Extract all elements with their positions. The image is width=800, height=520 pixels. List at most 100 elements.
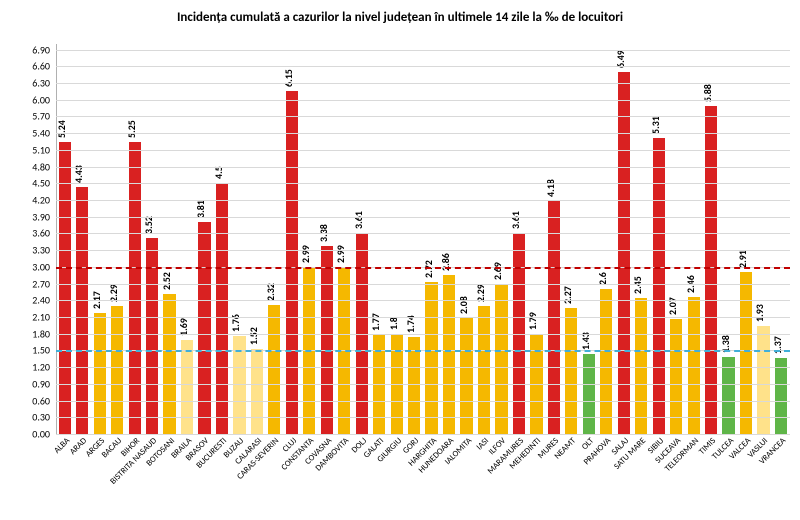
gridline <box>56 150 790 151</box>
y-tick-label: 0.90 <box>32 377 56 390</box>
gridline <box>56 167 790 168</box>
gridline <box>56 50 790 51</box>
gridline <box>56 100 790 101</box>
gridline <box>56 417 790 418</box>
bar-slot: 1.74 <box>405 44 422 434</box>
incidence-bar-chart: Incidența cumulată a cazurilor la nivel … <box>0 0 800 520</box>
bar-value-label: 5.24 <box>55 120 68 138</box>
bar-value-label: 2.52 <box>160 272 173 290</box>
y-tick-label: 3.30 <box>32 244 56 257</box>
y-tick-label: 2.10 <box>32 311 56 324</box>
y-tick-label: 6.90 <box>32 43 56 56</box>
bar-slot: 2.45 <box>632 44 649 434</box>
gridline <box>56 133 790 134</box>
bar-slot: 2.52 <box>161 44 178 434</box>
gridline <box>56 367 790 368</box>
gridline <box>56 200 790 201</box>
bar-value-label: 2.32 <box>264 283 277 301</box>
gridline <box>56 334 790 335</box>
y-tick-label: 4.20 <box>32 194 56 207</box>
threshold-line <box>56 350 790 352</box>
bar: 6.15 <box>286 91 298 434</box>
y-tick-label: 4.80 <box>32 160 56 173</box>
bar-slot: 2.29 <box>108 44 125 434</box>
y-tick-label: 0.00 <box>32 428 56 441</box>
bar: 1.37 <box>775 358 787 434</box>
bar-slot: 6.49 <box>615 44 632 434</box>
bar-slot: 2.72 <box>423 44 440 434</box>
bar-value-label: 3.52 <box>142 216 155 234</box>
gridline <box>56 401 790 402</box>
bar: 2.32 <box>268 305 280 434</box>
bar: 2.91 <box>740 272 752 434</box>
bar-value-label: 5.25 <box>125 120 138 138</box>
bar: 2.52 <box>163 294 175 434</box>
bar-value-label: 4.43 <box>72 165 85 183</box>
bar-value-label: 2.99 <box>299 246 312 264</box>
bar: 5.88 <box>705 106 717 434</box>
bar-slot: 5.24 <box>56 44 73 434</box>
bar-slot: 2.99 <box>336 44 353 434</box>
bar: 2.27 <box>565 308 577 434</box>
plot-area: 5.244.432.172.295.253.522.521.693.814.51… <box>56 44 790 434</box>
bar-slot: 1.37 <box>772 44 789 434</box>
gridline <box>56 217 790 218</box>
bar-slot: 5.31 <box>650 44 667 434</box>
y-tick-label: 3.90 <box>32 210 56 223</box>
bar-slot: 4.5 <box>213 44 230 434</box>
bar-value-label: 3.61 <box>352 211 365 229</box>
y-tick-label: 1.20 <box>32 361 56 374</box>
bar: 2.29 <box>478 306 490 434</box>
gridline <box>56 300 790 301</box>
bar-slot: 2.07 <box>667 44 684 434</box>
bar: 6.49 <box>618 72 630 434</box>
gridline <box>56 183 790 184</box>
bar: 5.24 <box>59 142 71 434</box>
bar-slot: 3.38 <box>318 44 335 434</box>
bar-value-label: 5.31 <box>649 116 662 134</box>
bar-slot: 2.91 <box>737 44 754 434</box>
y-tick-label: 5.40 <box>32 127 56 140</box>
bar-slot: 2.08 <box>458 44 475 434</box>
x-label-slot: NEAMT <box>563 436 580 516</box>
gridline <box>56 233 790 234</box>
bar-slot: 5.88 <box>702 44 719 434</box>
y-tick-label: 5.10 <box>32 143 56 156</box>
y-tick-label: 6.30 <box>32 77 56 90</box>
bar-value-label: 3.81 <box>194 200 207 218</box>
x-label-slot: IALOMITA <box>458 436 475 516</box>
chart-title: Incidența cumulată a cazurilor la nivel … <box>0 10 800 25</box>
bar-value-label: 3.61 <box>509 211 522 229</box>
y-tick-label: 4.50 <box>32 177 56 190</box>
bar-value-label: 1.43 <box>579 332 592 350</box>
gridline <box>56 434 790 435</box>
bar-slot: 3.61 <box>510 44 527 434</box>
bar: 1.69 <box>181 340 193 434</box>
y-tick-label: 3.00 <box>32 260 56 273</box>
y-tick-label: 2.70 <box>32 277 56 290</box>
gridline <box>56 83 790 84</box>
y-tick-label: 1.50 <box>32 344 56 357</box>
bar: 2.86 <box>443 275 455 434</box>
bar: 2.6 <box>600 289 612 434</box>
gridline <box>56 384 790 385</box>
x-axis-labels: ALBAARADARGESBACAUBIHORBISTRITA NASAUDBO… <box>56 436 790 516</box>
bar-slot: 1.93 <box>755 44 772 434</box>
bar-slot: 1.43 <box>580 44 597 434</box>
bar-slot: 3.81 <box>196 44 213 434</box>
bar-value-label: 2.91 <box>736 250 749 268</box>
bar-value-label: 1.93 <box>753 305 766 323</box>
bar-slot: 1.8 <box>388 44 405 434</box>
bar-slot: 2.27 <box>563 44 580 434</box>
bar: 2.69 <box>495 284 507 434</box>
bars-group: 5.244.432.172.295.253.522.521.693.814.51… <box>56 44 790 434</box>
bar-value-label: 2.69 <box>491 262 504 280</box>
bar-value-label: 2.08 <box>457 296 470 314</box>
bar-slot: 4.43 <box>73 44 90 434</box>
bar-slot: 2.99 <box>301 44 318 434</box>
bar-value-label: 1.8 <box>387 317 400 330</box>
y-tick-label: 5.70 <box>32 110 56 123</box>
bar-value-label: 2.72 <box>422 261 435 279</box>
bar-slot: 3.61 <box>353 44 370 434</box>
y-tick-label: 6.00 <box>32 93 56 106</box>
